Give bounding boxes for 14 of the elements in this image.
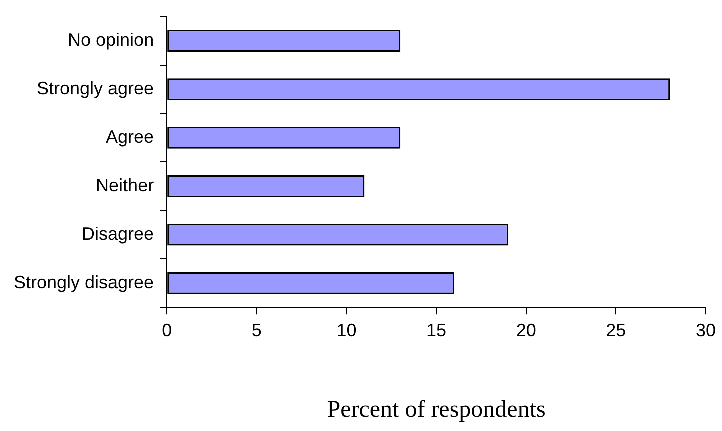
y-tick-label: Disagree <box>82 224 154 244</box>
x-tick-label: 15 <box>426 320 447 340</box>
y-tick-label: Agree <box>106 126 154 147</box>
y-tick-label: No opinion <box>68 30 154 50</box>
x-axis-title: Percent of respondents <box>327 396 546 423</box>
y-tick-label: Neither <box>96 175 154 196</box>
x-tick-label: 5 <box>252 320 262 340</box>
y-tick-label: Strongly disagree <box>14 272 154 292</box>
x-tick-label: 20 <box>516 320 536 340</box>
y-tick-label: Strongly agree <box>37 78 154 98</box>
x-tick-label: 25 <box>606 320 626 340</box>
x-tick-label: 0 <box>162 320 172 340</box>
x-tick-label: 30 <box>696 320 716 340</box>
x-tick-label: 10 <box>336 320 357 340</box>
